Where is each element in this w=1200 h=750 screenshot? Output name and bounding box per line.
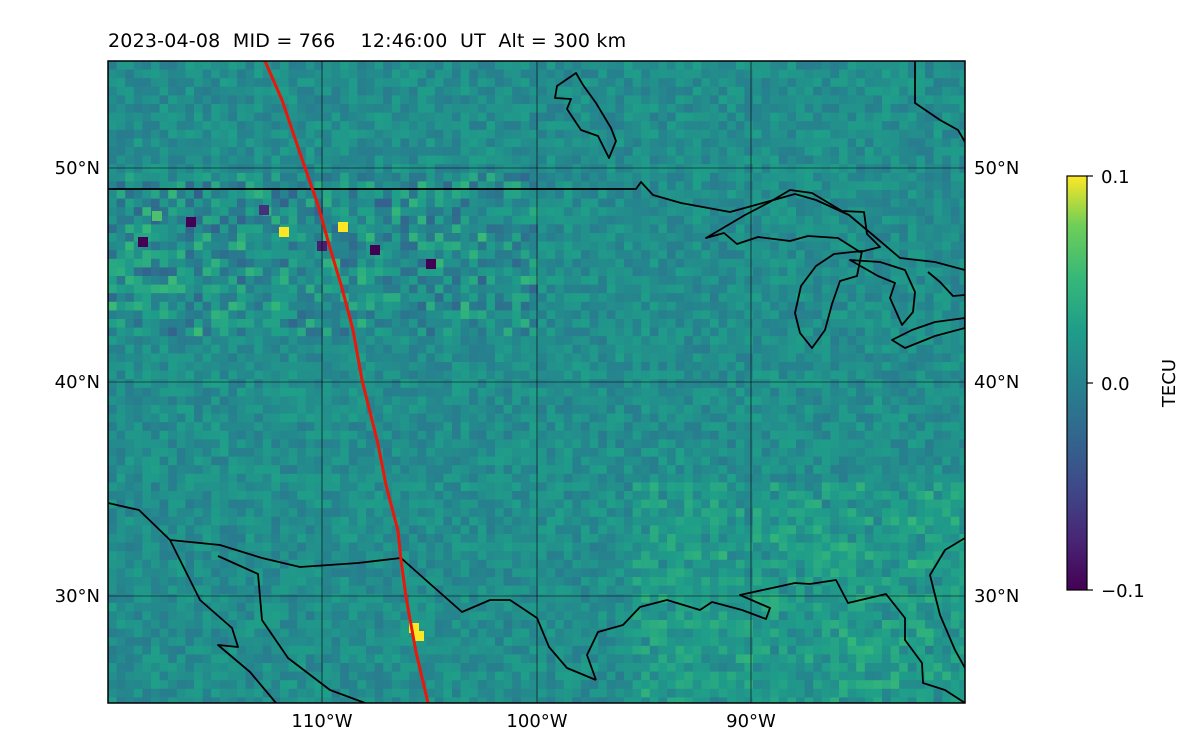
- colorbar-tick-label: −0.1: [1101, 581, 1145, 602]
- lat-tick-label-left: 50°N: [55, 158, 100, 179]
- colorbar-gradient: [1066, 175, 1088, 591]
- lon-tick-label: 110°W: [291, 711, 352, 732]
- colorbar-label: TECU: [1159, 359, 1180, 408]
- satellite-track-line: [263, 61, 430, 703]
- map-title: 2023-04-08 MID = 766 12:46:00 UT Alt = 3…: [108, 30, 627, 52]
- baja-california: [169, 539, 277, 703]
- colorbar-tick-label: 0.1: [1101, 167, 1130, 188]
- georgian-bay: [927, 271, 965, 297]
- florida-coast: [929, 537, 965, 669]
- lat-tick-label-left: 30°N: [55, 586, 100, 607]
- tec-pixel-grid: [108, 61, 965, 703]
- lat-tick-label-right: 30°N: [974, 586, 1019, 607]
- lake-huron: [849, 259, 916, 326]
- lake-michigan: [794, 250, 863, 349]
- us-canada-border: [108, 181, 965, 271]
- lat-tick-label-right: 50°N: [974, 158, 1019, 179]
- mexico-border: [108, 502, 597, 681]
- lat-lon-gridlines: [108, 61, 965, 703]
- gulf-of-california: [217, 555, 366, 703]
- hudson-bay-island: [554, 72, 617, 159]
- lake-superior: [705, 189, 881, 253]
- lon-tick-label: 90°W: [726, 711, 776, 732]
- colorbar-tick-label: 0.0: [1101, 374, 1130, 395]
- lake-erie-ontario: [891, 317, 965, 349]
- lat-tick-label-right: 40°N: [974, 372, 1019, 393]
- lon-tick-label: 100°W: [506, 711, 567, 732]
- map-frame: [107, 60, 966, 704]
- colorbar: 0.1 0.0 −0.1 TECU: [1066, 167, 1180, 602]
- coastlines-borders: [108, 61, 965, 703]
- gulf-coast: [586, 579, 965, 703]
- hudson-bay-coast: [914, 61, 965, 143]
- lat-tick-label-left: 40°N: [55, 372, 100, 393]
